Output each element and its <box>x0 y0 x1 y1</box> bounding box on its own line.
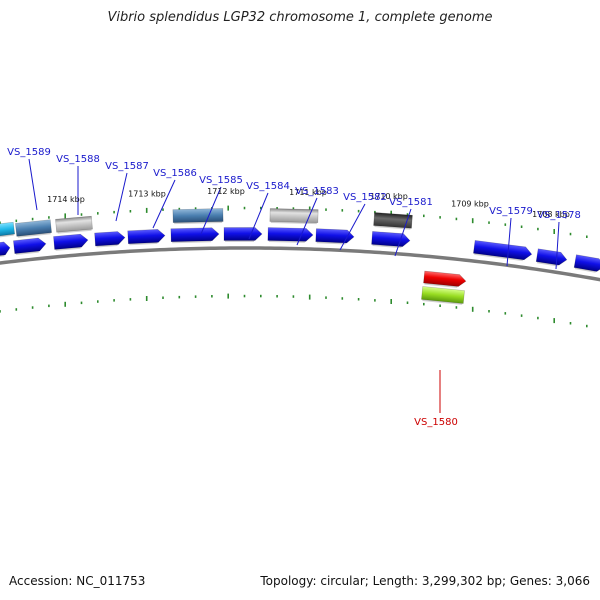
forward-gene-arrow <box>473 240 533 262</box>
gene-leader-line <box>555 221 560 270</box>
forward-gene-arrow <box>267 227 314 243</box>
gene-label-highlighted[interactable]: VS_1580 <box>414 417 458 428</box>
gene-leader-line <box>152 179 176 229</box>
gene-label[interactable]: VS_1586 <box>153 168 197 179</box>
gene-label[interactable]: VS_1583 <box>295 186 339 197</box>
forward-gene-arrow <box>170 227 220 244</box>
forward-gene-arrow <box>127 229 166 246</box>
gene-box-lime <box>421 286 465 305</box>
forward-gene-arrow <box>223 227 263 243</box>
kbp-scale-label: 1710 kbp <box>370 192 408 201</box>
forward-gene-arrow <box>535 248 568 267</box>
gene-leader-line <box>339 203 366 251</box>
gene-box-gray <box>55 215 93 234</box>
forward-gene-arrow <box>573 254 600 273</box>
kbp-scale-label: 1708 kbp <box>532 210 570 219</box>
gene-label[interactable]: VS_1587 <box>105 161 149 172</box>
gene-label[interactable]: VS_1578 <box>537 210 581 221</box>
gene-leader-line <box>28 158 38 211</box>
gene-leader-line <box>506 217 512 267</box>
gene-box-cyan <box>0 221 15 238</box>
forward-gene-arrow <box>94 231 126 248</box>
forward-gene-arrow <box>0 241 11 258</box>
gene-box-steelblue <box>172 208 224 225</box>
gene-box-darkgray <box>373 212 413 230</box>
gene-label[interactable]: VS_1585 <box>199 175 243 186</box>
gene-leader-line <box>248 192 269 240</box>
genome-summary-text: Topology: circular; Length: 3,299,302 bp… <box>260 574 590 588</box>
kbp-scale-label: 1712 kbp <box>207 187 245 196</box>
forward-gene-arrow <box>371 231 411 249</box>
gene-box-gray <box>269 208 319 225</box>
forward-gene-arrow <box>13 237 47 256</box>
kbp-scale-label: 1713 kbp <box>128 189 166 198</box>
accession-text: Accession: NC_011753 <box>9 574 146 588</box>
gene-label[interactable]: VS_1579 <box>489 206 533 217</box>
gene-box-steelblue <box>15 219 52 238</box>
kbp-scale-label: 1714 kbp <box>47 195 85 204</box>
forward-gene-arrow <box>315 228 355 245</box>
kbp-scale-label: 1711 kbp <box>289 188 327 197</box>
gene-leader-line <box>296 197 318 246</box>
gene-label[interactable]: VS_1589 <box>7 147 51 158</box>
gene-leader-line <box>394 208 412 257</box>
kbp-scale-label: 1709 kbp <box>451 199 489 208</box>
gene-leader-line <box>200 186 222 235</box>
map-title: Vibrio splendidus LGP32 chromosome 1, co… <box>107 10 493 25</box>
gene-label[interactable]: VS_1584 <box>246 181 290 192</box>
reverse-gene-red <box>423 270 467 288</box>
forward-gene-arrow <box>53 233 89 251</box>
gene-label[interactable]: VS_1588 <box>56 154 100 165</box>
gene-label[interactable]: VS_1581 <box>389 197 433 208</box>
gene-leader-line <box>115 172 128 222</box>
gene-label[interactable]: VS_1582 <box>343 192 387 203</box>
